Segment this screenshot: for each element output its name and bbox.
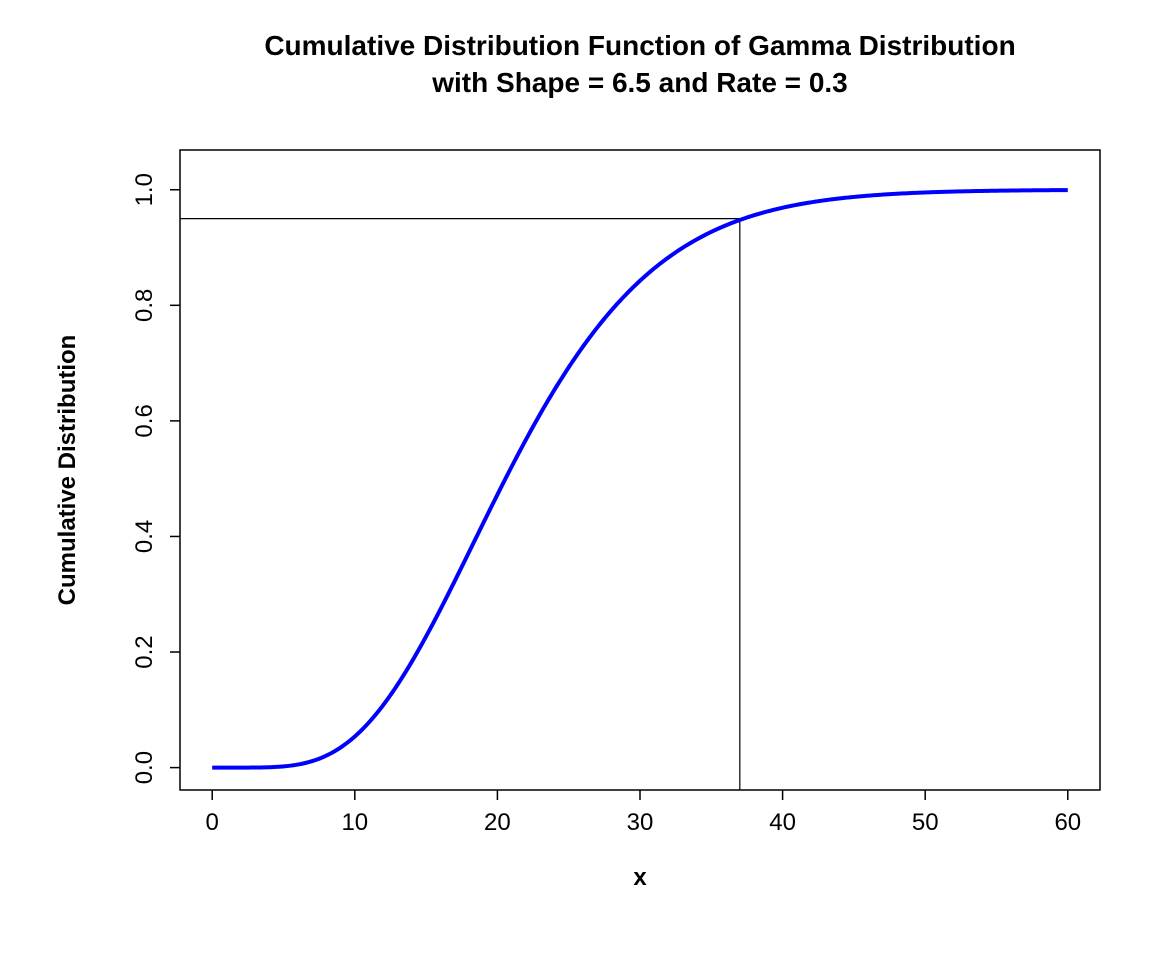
cdf-curve (212, 190, 1068, 768)
x-tick-label: 20 (484, 809, 511, 836)
y-tick-label: 0.4 (131, 520, 158, 553)
x-ticks: 0 10 20 30 40 50 60 (206, 790, 1082, 836)
y-tick-label: 0.2 (131, 635, 158, 668)
y-ticks: 0.0 0.2 0.4 0.6 0.8 1.0 (131, 173, 180, 784)
y-tick-label: 1.0 (131, 173, 158, 206)
x-tick-label: 0 (206, 809, 219, 836)
x-tick-label: 60 (1054, 809, 1081, 836)
chart-title-line1: Cumulative Distribution Function of Gamm… (264, 30, 1015, 61)
plot-frame (180, 150, 1100, 790)
y-tick-label: 0.8 (131, 289, 158, 322)
y-tick-label: 0.6 (131, 404, 158, 437)
x-tick-label: 50 (912, 809, 939, 836)
cdf-chart: Cumulative Distribution Function of Gamm… (0, 0, 1152, 960)
x-tick-label: 40 (769, 809, 796, 836)
y-axis-label: Cumulative Distribution (54, 335, 81, 606)
chart-title-line2: with Shape = 6.5 and Rate = 0.3 (431, 67, 848, 98)
chart-container: { "chart": { "type": "line", "title_line… (0, 0, 1152, 960)
x-axis-label: x (633, 864, 647, 891)
x-tick-label: 30 (627, 809, 654, 836)
x-tick-label: 10 (341, 809, 368, 836)
y-tick-label: 0.0 (131, 751, 158, 784)
